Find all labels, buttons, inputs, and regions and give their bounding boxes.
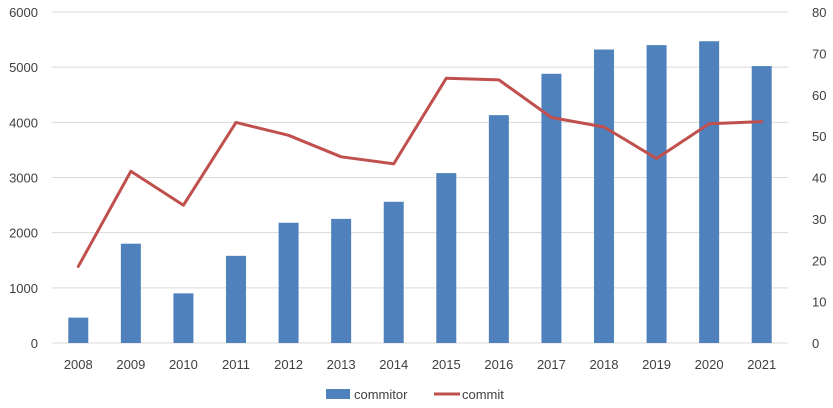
legend-swatch-commitor [326, 389, 350, 399]
x-tick-label: 2008 [64, 357, 93, 372]
x-tick-label: 2014 [379, 357, 408, 372]
x-tick-label: 2015 [432, 357, 461, 372]
left-y-tick-label: 4000 [9, 115, 38, 130]
left-y-tick-label: 1000 [9, 281, 38, 296]
commitor-bars [68, 41, 772, 344]
gridlines [52, 11, 788, 344]
legend-label-commitor: commitor [354, 387, 408, 402]
commitor-bar-2009 [120, 243, 141, 343]
commitor-bar-2016 [488, 115, 509, 343]
right-y-tick-label: 30 [812, 212, 826, 227]
commit-series-line [76, 76, 764, 268]
x-tick-label: 2019 [642, 357, 671, 372]
x-tick-label: 2010 [169, 357, 198, 372]
right-y-tick-label: 0 [812, 336, 819, 351]
commitor-bar-2017 [541, 73, 562, 343]
x-tick-label: 2018 [590, 357, 619, 372]
commitor-bar-2018 [594, 49, 614, 343]
commitor-bar-2012 [278, 222, 299, 343]
legend: commitor commit [326, 387, 504, 402]
left-y-tick-label: 6000 [9, 5, 38, 20]
left-y-tick-label: 3000 [9, 171, 38, 186]
commitor-bar-2020 [699, 41, 720, 343]
commitor-bar-2015 [436, 173, 457, 343]
right-y-tick-label: 50 [812, 129, 826, 144]
commit-line [76, 76, 764, 268]
commitor-bar-2021 [751, 66, 772, 344]
x-tick-label: 2021 [747, 357, 776, 372]
x-tick-label: 2009 [116, 357, 145, 372]
right-y-tick-label: 80 [812, 5, 826, 20]
left-y-tick-label: 5000 [9, 60, 38, 75]
right-y-axis: 0 10 20 30 40 50 60 70 80 [812, 5, 826, 351]
x-tick-label: 2012 [274, 357, 303, 372]
right-y-tick-label: 70 [812, 46, 826, 61]
right-y-tick-label: 60 [812, 88, 826, 103]
x-tick-label: 2020 [695, 357, 724, 372]
x-tick-label: 2017 [537, 357, 566, 372]
x-tick-label: 2013 [327, 357, 356, 372]
commitor-bar-2011 [226, 255, 246, 343]
left-y-tick-label: 0 [31, 336, 38, 351]
commitor-bar-2019 [646, 45, 667, 343]
right-y-tick-label: 10 [812, 295, 826, 310]
x-axis: 2008 2009 2010 2011 2012 2013 2014 2015 2016 2017… [64, 357, 776, 372]
right-y-tick-label: 20 [812, 253, 826, 268]
left-y-tick-label: 2000 [9, 226, 38, 241]
commitor-bar-2008 [68, 317, 89, 343]
right-y-tick-label: 40 [812, 171, 826, 186]
x-tick-label: 2011 [222, 357, 250, 372]
commitor-bar-2010 [173, 293, 194, 343]
commitor-bar-2014 [383, 201, 404, 343]
x-tick-label: 2016 [484, 357, 513, 372]
legend-label-commit: commit [462, 387, 504, 402]
left-y-axis: 0 1000 2000 3000 4000 5000 6000 [9, 5, 38, 351]
commitor-bar-2013 [331, 218, 352, 343]
